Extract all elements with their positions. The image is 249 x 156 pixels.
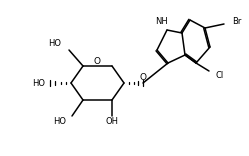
Text: OH: OH	[106, 117, 119, 127]
Text: O: O	[94, 58, 101, 66]
Text: O: O	[139, 73, 146, 83]
Text: HO: HO	[33, 78, 46, 88]
Text: HO: HO	[49, 39, 62, 47]
Text: NH: NH	[156, 17, 168, 27]
Text: Br: Br	[232, 17, 241, 27]
Text: HO: HO	[54, 117, 66, 127]
Text: Cl: Cl	[216, 71, 224, 80]
